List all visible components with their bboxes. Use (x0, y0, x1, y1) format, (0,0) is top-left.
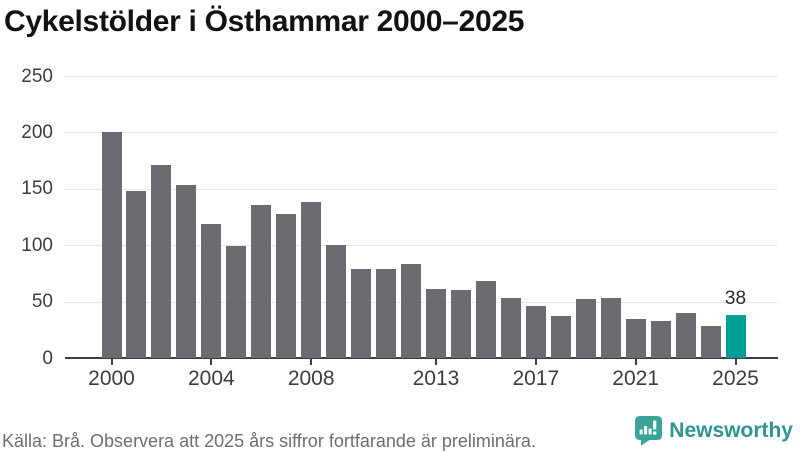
x-tick-2008 (310, 359, 313, 365)
bar-2009 (326, 245, 347, 358)
bar-value-label: 38 (724, 288, 747, 310)
x-tick-label-2008: 2008 (287, 367, 335, 390)
bar-2005 (226, 246, 247, 358)
bar-2024 (700, 326, 721, 358)
bar-2020 (600, 298, 621, 358)
bar-2002 (151, 165, 172, 358)
x-tick-label-2013: 2013 (412, 367, 460, 390)
bar-2019 (575, 299, 596, 358)
logo-bar-1 (639, 429, 643, 435)
y-tick-label: 250 (21, 65, 53, 87)
x-tick-2021 (634, 359, 637, 365)
bar-2004 (201, 223, 222, 358)
y-tick-label: 50 (31, 291, 53, 313)
bar-2013 (425, 289, 446, 358)
logo-exclamation-bar (653, 420, 657, 430)
bar-2001 (126, 191, 147, 358)
bar-chart-plot: 0 50 100 150 200 250 2000 2004 2008 2013 2017 2021 2… (21, 65, 778, 390)
source-note: Källa: Brå. Observera att 2025 års siffr… (2, 431, 536, 451)
gridline-250 (65, 76, 778, 77)
bar-2007 (276, 213, 297, 358)
y-tick-label: 100 (21, 234, 53, 256)
x-tick-2000 (110, 359, 113, 365)
x-tick-label-2000: 2000 (88, 367, 135, 390)
x-axis-line (65, 357, 778, 359)
x-tick-2013 (434, 359, 437, 365)
bar-2014 (450, 290, 471, 358)
chart-title: Cykelstölder i Östhammar 2000–2025 (4, 5, 525, 38)
logo-bar-2 (644, 426, 648, 435)
x-tick-2017 (534, 359, 537, 365)
gridline-50 (65, 301, 778, 303)
bar-2016 (500, 298, 521, 358)
gridline-200 (65, 132, 778, 134)
y-tick-label: 200 (21, 121, 53, 143)
x-tick-2025 (734, 359, 737, 365)
bar-2015 (475, 281, 496, 358)
bar-2018 (550, 316, 571, 358)
x-tick-2004 (210, 359, 213, 365)
bar-2006 (251, 204, 272, 358)
bar-2003 (176, 185, 197, 358)
bar-2011 (376, 268, 397, 358)
bar-2017 (525, 306, 546, 358)
bar-2021 (625, 318, 646, 358)
y-tick-label: 0 (42, 347, 53, 369)
gridline-150 (65, 188, 778, 190)
bar-2000 (101, 132, 122, 358)
newsworthy-logo-icon (635, 416, 663, 446)
bar-2008 (301, 202, 322, 358)
bar-2012 (401, 264, 422, 358)
x-tick-label-2021: 2021 (612, 367, 660, 390)
bar-2022 (650, 320, 671, 358)
logo-exclamation-dot (653, 431, 657, 435)
newsworthy-brand-text: Newsworthy (669, 419, 793, 442)
bar-2023 (675, 312, 696, 358)
x-tick-label-2025: 2025 (712, 367, 759, 390)
bar-2010 (351, 268, 372, 358)
logo-bar-3 (648, 428, 652, 435)
newsworthy-logo[interactable]: Newsworthy (635, 415, 793, 447)
y-tick-label: 150 (21, 178, 53, 200)
bar-2025 (725, 315, 746, 358)
x-tick-label-2017: 2017 (512, 367, 560, 390)
gridline-100 (65, 245, 778, 247)
x-tick-label-2004: 2004 (187, 367, 235, 390)
